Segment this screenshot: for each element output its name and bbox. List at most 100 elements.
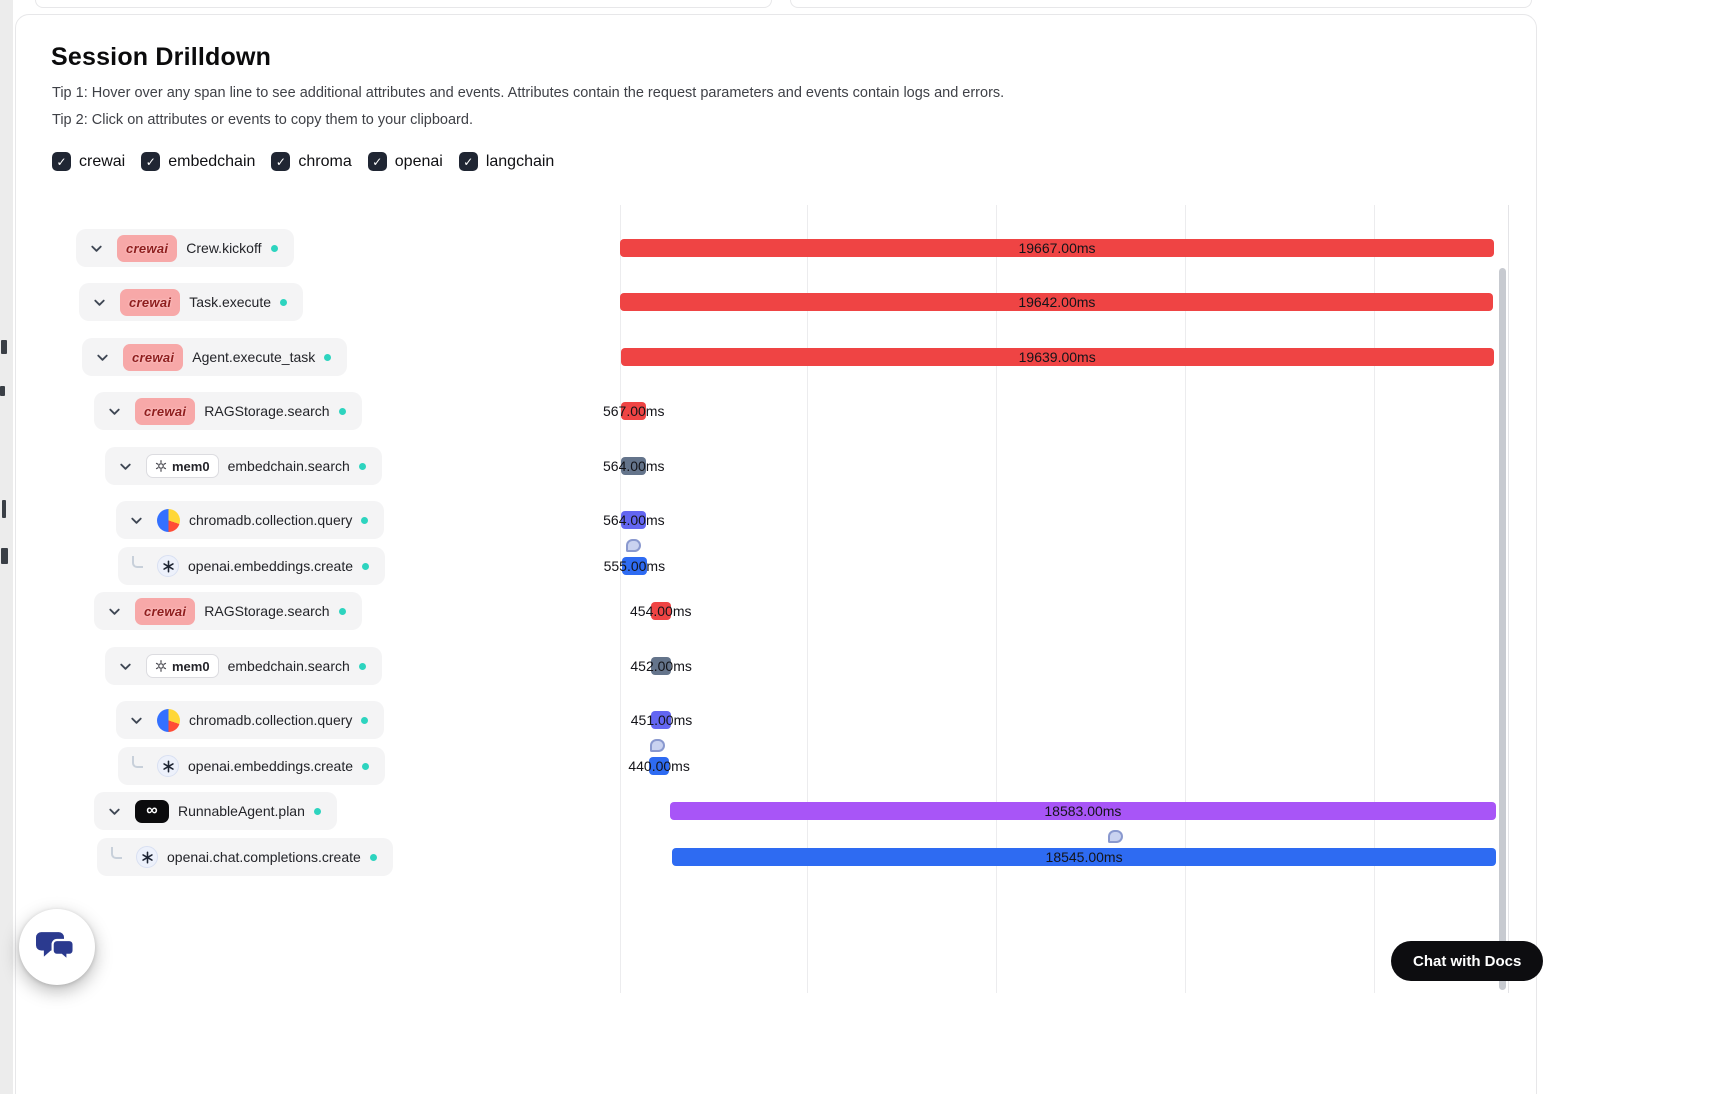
- chevron-down-icon: [108, 408, 120, 415]
- span-name: openai.embeddings.create: [188, 558, 354, 574]
- checkbox-openai[interactable]: ✓: [367, 152, 387, 171]
- status-dot: [270, 244, 278, 252]
- span-duration: 440.00ms: [628, 758, 690, 774]
- chart-right-border: [1508, 205, 1509, 993]
- span-duration: 567.00ms: [602, 403, 665, 419]
- span-label-pill[interactable]: crewai Task.execute: [79, 283, 303, 321]
- checkbox-embedchain[interactable]: ✓: [141, 152, 161, 171]
- span-label-pill[interactable]: crewai RAGStorage.search: [94, 392, 362, 430]
- span-name: Agent.execute_task: [192, 349, 316, 365]
- checkbox-chroma[interactable]: ✓: [271, 152, 291, 171]
- span-label-pill[interactable]: crewai Crew.kickoff: [76, 229, 294, 267]
- page-title: Session Drilldown: [51, 43, 272, 71]
- mem0-label: mem0: [172, 658, 210, 674]
- expand-toggle[interactable]: [90, 345, 114, 369]
- chevron-down-icon: [130, 517, 142, 524]
- trace-row: ∞ RunnableAgent.plan 18583.00ms: [0, 792, 1537, 830]
- trace-row: openai.chat.completions.create 18545.00ms: [0, 830, 1537, 876]
- trace-row: mem0 embedchain.search 452.00ms: [0, 647, 1537, 685]
- chat-with-docs-button[interactable]: Chat with Docs: [1391, 941, 1544, 981]
- mem0-gear-icon: [155, 460, 167, 472]
- span-bar[interactable]: [669, 802, 1496, 820]
- span-label-pill[interactable]: openai.embeddings.create: [118, 747, 386, 785]
- expand-toggle[interactable]: [102, 799, 126, 823]
- span-bar[interactable]: [620, 239, 1494, 257]
- span-label-pill[interactable]: ∞ RunnableAgent.plan: [94, 792, 337, 830]
- status-dot: [313, 807, 321, 815]
- span-bar[interactable]: [649, 757, 669, 775]
- expand-toggle[interactable]: [113, 654, 137, 678]
- span-bar[interactable]: [651, 711, 672, 729]
- status-dot: [324, 353, 332, 361]
- span-label-pill[interactable]: mem0 embedchain.search: [105, 447, 382, 485]
- child-connector-icon: [111, 846, 122, 859]
- event-bubble-icon[interactable]: [650, 739, 666, 752]
- expand-toggle[interactable]: [87, 290, 111, 314]
- filter-embedchain[interactable]: ✓ embedchain: [141, 152, 255, 171]
- openai-knot-glyph: [141, 851, 153, 863]
- expand-toggle[interactable]: [113, 454, 137, 478]
- filter-label: embedchain: [168, 152, 256, 170]
- filter-crewai[interactable]: ✓ crewai: [52, 152, 125, 171]
- checkbox-crewai[interactable]: ✓: [52, 152, 71, 171]
- edge-artifact: [0, 386, 5, 396]
- span-duration: 564.00ms: [603, 458, 665, 474]
- scrollbar-thumb[interactable]: [1499, 268, 1506, 990]
- span-label-pill[interactable]: openai.chat.completions.create: [97, 838, 393, 876]
- child-connector-icon: [132, 755, 143, 768]
- gridline: [620, 205, 621, 993]
- span-bar[interactable]: [620, 293, 1494, 311]
- span-bar[interactable]: [621, 557, 647, 575]
- span-label-pill[interactable]: chromadb.collection.query: [116, 701, 385, 739]
- span-bar[interactable]: [650, 602, 671, 620]
- expand-toggle[interactable]: [102, 599, 126, 623]
- expand-toggle[interactable]: [124, 508, 148, 532]
- status-dot: [280, 298, 287, 306]
- span-bar[interactable]: [621, 402, 647, 420]
- filter-chroma[interactable]: ✓ chroma: [271, 152, 352, 171]
- filter-label: crewai: [79, 152, 126, 170]
- span-duration: 18545.00ms: [1045, 849, 1123, 865]
- span-label-pill[interactable]: chromadb.collection.query: [116, 501, 385, 539]
- gridline: [1185, 205, 1186, 993]
- trace-row: crewai RAGStorage.search 567.00ms: [0, 392, 1537, 430]
- span-label-pill[interactable]: openai.embeddings.create: [118, 547, 386, 585]
- gridline: [1374, 205, 1375, 993]
- filter-openai[interactable]: ✓ openai: [367, 152, 443, 171]
- chat-widget-button[interactable]: [19, 909, 95, 985]
- mem0-logo: mem0: [146, 454, 219, 478]
- span-bar[interactable]: [620, 348, 1494, 366]
- event-bubble-icon[interactable]: [625, 539, 641, 552]
- chevron-down-icon: [96, 354, 108, 361]
- span-label-pill[interactable]: mem0 embedchain.search: [105, 647, 382, 685]
- span-bar[interactable]: [621, 457, 647, 475]
- trace-row: chromadb.collection.query 564.00ms: [0, 501, 1537, 539]
- span-bar[interactable]: [651, 657, 672, 675]
- filter-label: chroma: [298, 152, 352, 170]
- expand-toggle[interactable]: [84, 236, 108, 260]
- span-bar[interactable]: [621, 511, 647, 529]
- span-name: Crew.kickoff: [186, 240, 262, 256]
- expand-toggle[interactable]: [124, 708, 148, 732]
- chevron-down-icon: [119, 663, 131, 670]
- openai-logo: [136, 846, 158, 868]
- expand-toggle[interactable]: [102, 399, 126, 423]
- status-dot: [358, 462, 366, 470]
- span-label-pill[interactable]: crewai Agent.execute_task: [82, 338, 348, 376]
- span-bar[interactable]: [671, 848, 1497, 866]
- filter-langchain[interactable]: ✓ langchain: [458, 152, 555, 171]
- status-dot: [358, 662, 366, 670]
- span-name: embedchain.search: [227, 458, 350, 474]
- trace-row: crewai RAGStorage.search 454.00ms: [0, 592, 1537, 630]
- span-name: chromadb.collection.query: [189, 712, 353, 728]
- checkbox-langchain[interactable]: ✓: [458, 152, 478, 171]
- left-edge-strip: [0, 0, 13, 1094]
- event-bubble-icon[interactable]: [1108, 830, 1124, 843]
- filter-label: langchain: [485, 152, 555, 170]
- span-label-pill[interactable]: crewai RAGStorage.search: [94, 592, 362, 630]
- status-dot: [338, 607, 346, 615]
- openai-knot-glyph: [162, 560, 174, 572]
- span-duration: 19667.00ms: [1018, 240, 1096, 256]
